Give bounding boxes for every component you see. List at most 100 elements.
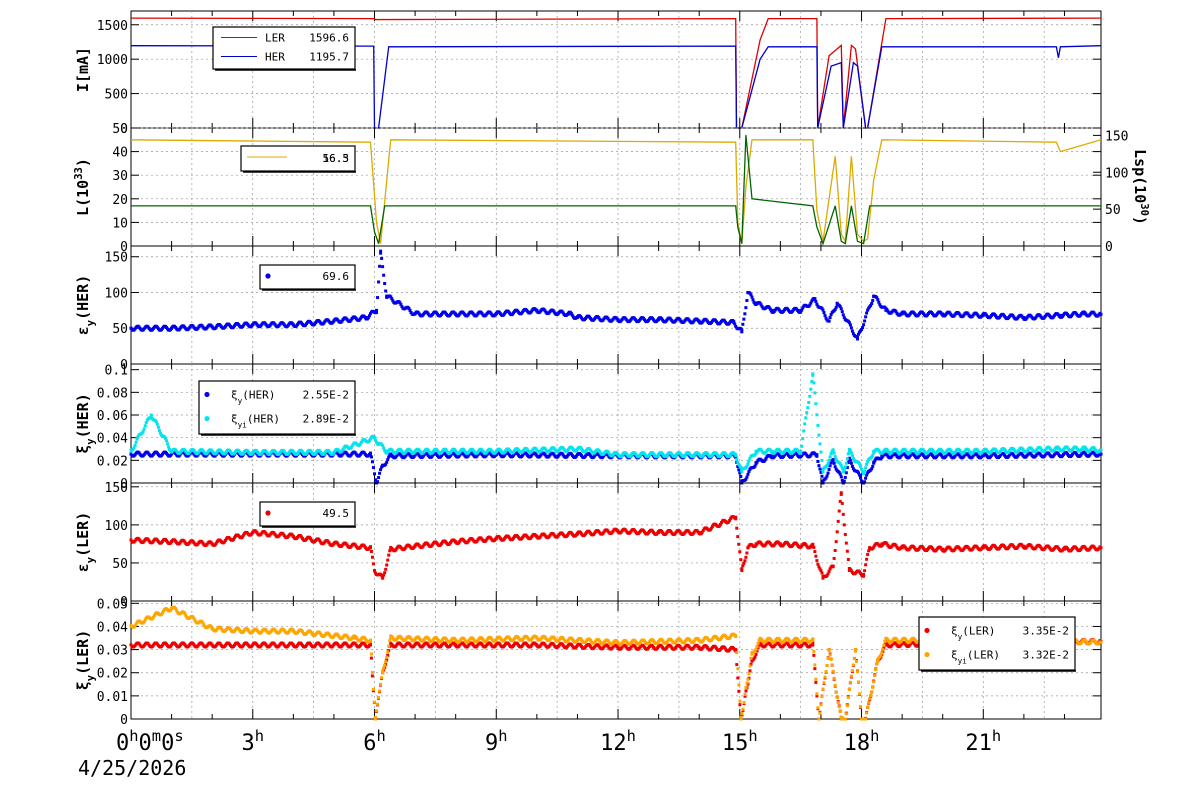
data-point: [414, 312, 417, 315]
data-point: [150, 414, 153, 417]
data-point: [846, 550, 849, 553]
data-point: [170, 450, 173, 453]
data-point: [1083, 312, 1086, 315]
data-point: [821, 470, 824, 473]
y-tick-label: 0.04: [97, 432, 128, 447]
data-point: [809, 388, 812, 391]
data-point: [804, 416, 807, 419]
y2-axis-title: Lsp(1030): [1131, 149, 1150, 225]
data-point: [835, 306, 838, 309]
y-tick-label: 100: [105, 286, 128, 301]
data-point: [848, 569, 851, 572]
data-point: [834, 455, 837, 458]
data-point: [982, 546, 985, 549]
data-point: [941, 548, 944, 551]
data-point: [839, 473, 842, 476]
data-point: [377, 476, 380, 479]
legend-value: 1195.7: [309, 51, 349, 64]
data-point: [378, 265, 381, 268]
data-point: [1063, 548, 1066, 551]
y-axis-title: L(1033): [73, 158, 92, 216]
data-point: [817, 464, 820, 467]
data-point: [901, 450, 904, 453]
data-point: [170, 327, 173, 330]
data-point: [745, 476, 748, 479]
data-point: [535, 535, 538, 538]
data-point: [843, 523, 846, 526]
data-point: [698, 531, 701, 534]
data-point: [130, 453, 133, 456]
data-point: [815, 453, 818, 456]
data-point: [755, 450, 758, 453]
y-tick-label: 40: [112, 146, 128, 161]
data-point: [365, 316, 368, 319]
data-point: [251, 531, 254, 534]
data-point: [836, 302, 839, 305]
legend-series-name: HER: [265, 51, 285, 64]
data-point: [371, 460, 374, 463]
data-point: [884, 450, 887, 453]
data-point: [818, 468, 821, 471]
data-point: [136, 438, 139, 441]
y-axis-title: εy(LER): [74, 512, 97, 573]
y-tick-label: 0.01: [97, 690, 128, 705]
data-point: [812, 381, 815, 384]
data-point: [617, 529, 620, 532]
data-point: [376, 296, 379, 299]
data-point: [845, 542, 848, 545]
data-point: [732, 321, 735, 324]
data-point: [862, 323, 865, 326]
data-point: [864, 466, 867, 469]
data-point: [386, 559, 389, 562]
data-point: [801, 437, 804, 440]
series-emit-her-0: [130, 250, 1103, 341]
data-point: [386, 458, 389, 461]
data-point: [815, 559, 818, 562]
data-point: [372, 466, 375, 469]
data-point: [1059, 314, 1062, 317]
data-point: [373, 569, 376, 572]
y-tick-label: 1500: [97, 19, 128, 34]
data-point: [158, 429, 161, 432]
data-point: [736, 535, 739, 538]
data-point: [384, 289, 387, 292]
legend-swatch: [265, 510, 270, 515]
data-point: [746, 473, 749, 476]
data-point: [850, 462, 853, 465]
legend-value: 49.5: [323, 507, 350, 520]
data-point: [821, 309, 824, 312]
data-point: [535, 309, 538, 312]
data-point: [876, 298, 879, 301]
y-tick-label: 0.03: [97, 644, 128, 659]
data-point: [378, 472, 381, 475]
data-point: [568, 312, 571, 315]
data-point: [845, 471, 848, 474]
data-point: [657, 531, 660, 534]
data-point: [384, 568, 387, 571]
y-tick-label: 1000: [97, 53, 128, 68]
data-point: [849, 323, 852, 326]
legend-emit-her: 69.6: [260, 265, 356, 290]
data-point: [982, 454, 985, 457]
data-point: [833, 557, 836, 560]
data-point: [901, 546, 904, 549]
data-point: [840, 475, 843, 478]
y-tick-label: 10: [112, 216, 128, 231]
data-point: [834, 549, 837, 552]
data-point: [746, 462, 749, 465]
data-point: [387, 554, 390, 557]
data-point: [824, 314, 827, 317]
data-point: [385, 295, 388, 298]
y-tick-label: 0.1: [105, 364, 128, 379]
data-point: [370, 550, 373, 553]
data-point: [868, 546, 871, 549]
data-point: [821, 577, 824, 580]
data-point: [157, 426, 160, 429]
data-point: [856, 337, 859, 340]
data-point: [865, 312, 868, 315]
data-point: [841, 502, 844, 505]
data-point: [414, 545, 417, 548]
